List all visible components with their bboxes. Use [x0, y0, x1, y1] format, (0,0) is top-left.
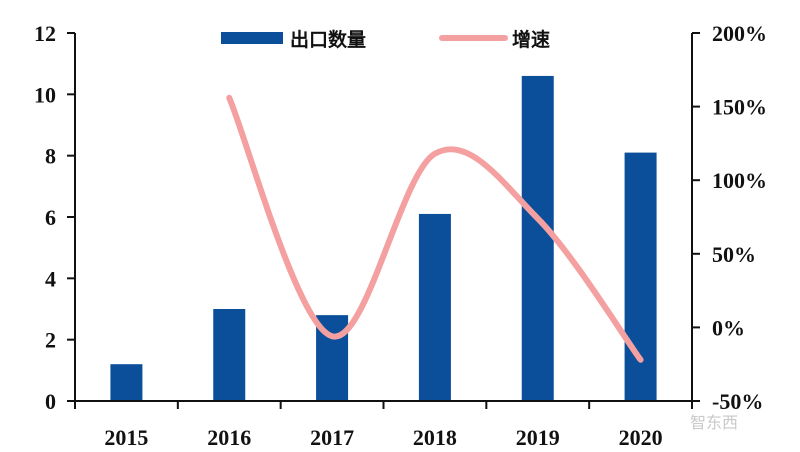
x-tick-label: 2018	[413, 425, 457, 450]
x-tick-label: 2020	[619, 425, 663, 450]
bar-2016	[213, 309, 246, 401]
left-tick-label: 4	[45, 266, 56, 291]
bar-2020	[624, 152, 657, 401]
right-y-axis: -50% 0% 50% 100% 150% 200%	[691, 21, 767, 414]
right-tick-label: -50%	[712, 389, 763, 414]
right-tick-label: 50%	[712, 242, 756, 267]
left-tick-label: 6	[45, 205, 56, 230]
bar-series-export-quantity	[110, 75, 657, 401]
line-series-growth-rate	[226, 94, 644, 363]
bar-2015	[110, 364, 143, 401]
left-tick-label: 12	[34, 21, 56, 46]
bar-2019	[521, 75, 554, 401]
right-tick-label: 200%	[712, 21, 767, 46]
legend-line-label: 增速	[512, 28, 550, 51]
x-tick-label: 2017	[310, 425, 354, 450]
x-tick-label: 2016	[207, 425, 251, 450]
left-tick-label: 8	[45, 144, 56, 169]
x-axis: 2015 2016 2017 2018 2019 2020	[74, 400, 693, 450]
left-tick-label: 10	[34, 82, 56, 107]
legend: 出口数量 增速	[221, 28, 550, 51]
x-tick-label: 2015	[104, 425, 148, 450]
legend-bar-swatch	[221, 32, 283, 44]
left-tick-label: 0	[45, 389, 56, 414]
watermark: 智东西	[690, 413, 738, 432]
right-tick-label: 150%	[712, 95, 767, 120]
legend-bar-label: 出口数量	[290, 28, 366, 51]
left-y-axis: 0 2 4 6 8 10 12	[34, 21, 76, 414]
right-tick-label: 0%	[712, 315, 745, 340]
x-tick-label: 2019	[516, 425, 560, 450]
bar-2018	[418, 213, 451, 401]
left-tick-label: 2	[45, 328, 56, 353]
right-tick-label: 100%	[712, 168, 767, 193]
